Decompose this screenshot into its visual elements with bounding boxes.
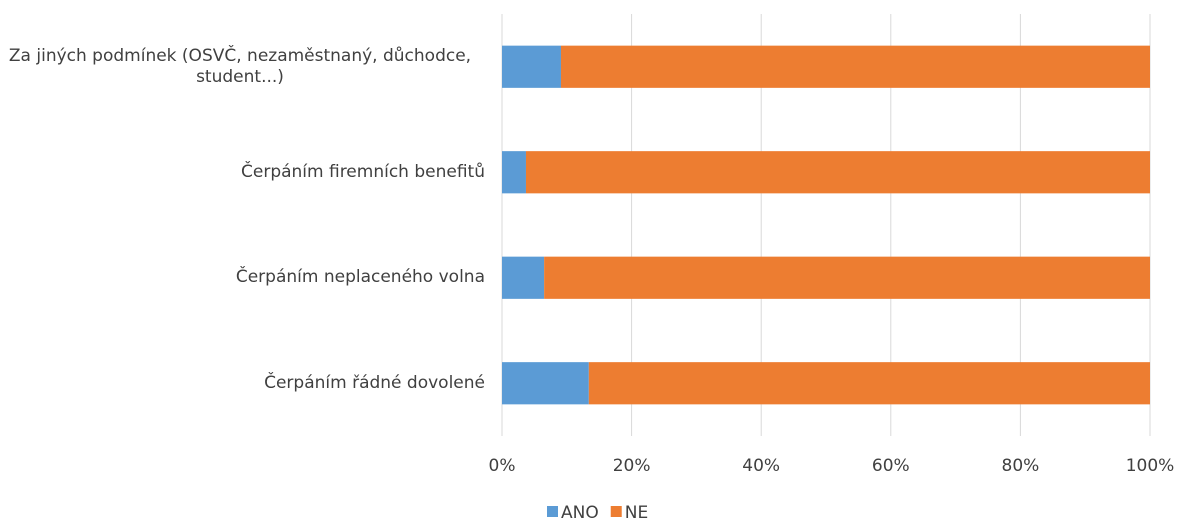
legend-label: ANO bbox=[561, 503, 599, 521]
x-tick-label: 100% bbox=[1126, 456, 1175, 476]
bar-segment bbox=[502, 45, 561, 88]
legend-swatch bbox=[610, 506, 622, 517]
bar-segment bbox=[544, 256, 1150, 299]
x-tick-label: 20% bbox=[613, 456, 651, 476]
x-tick-label: 60% bbox=[872, 456, 910, 476]
bar-segment bbox=[588, 362, 1150, 405]
bar-segment bbox=[560, 45, 1150, 88]
x-tick-label: 0% bbox=[489, 456, 516, 476]
category-label: Čerpáním řádné dovolené bbox=[0, 353, 485, 413]
bar-segment bbox=[502, 151, 526, 194]
category-text: Čerpáním firemních benefitů bbox=[241, 161, 485, 182]
legend-label: NE bbox=[625, 503, 648, 521]
category-text: Čerpáním řádné dovolené bbox=[264, 372, 485, 393]
category-text: Za jiných podmínek (OSVČ, nezaměstnaný, … bbox=[8, 45, 472, 87]
x-tick-label: 40% bbox=[742, 456, 780, 476]
bar-segment bbox=[502, 362, 589, 405]
x-tick-label: 80% bbox=[1002, 456, 1040, 476]
category-label: Za jiných podmínek (OSVČ, nezaměstnaný, … bbox=[0, 37, 485, 97]
category-label: Čerpáním firemních benefitů bbox=[0, 142, 485, 202]
category-text: Čerpáním neplaceného volna bbox=[235, 267, 485, 288]
legend-swatch bbox=[547, 506, 558, 517]
bar-segment bbox=[525, 151, 1150, 194]
bar-segment bbox=[502, 256, 545, 299]
category-label: Čerpáním neplaceného volna bbox=[0, 248, 485, 308]
